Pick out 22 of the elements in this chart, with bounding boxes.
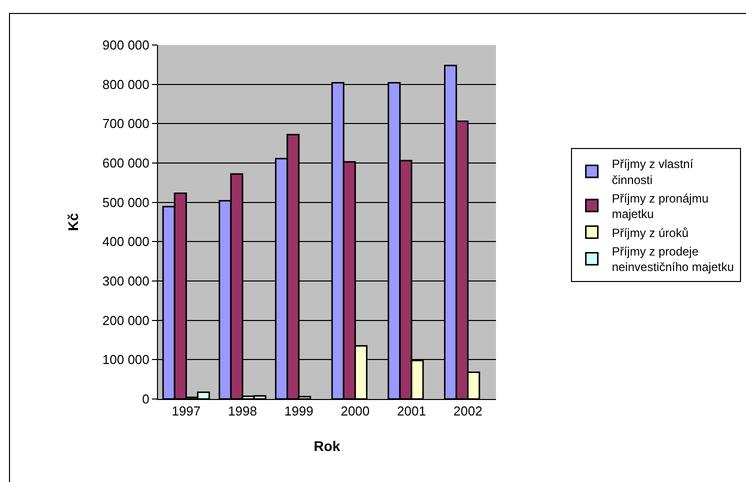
y-tick-label: 600 000 <box>102 156 150 171</box>
x-tick-label: 2001 <box>397 404 426 419</box>
y-tick-label: 200 000 <box>102 312 150 328</box>
x-tick-label: 1997 <box>172 404 201 419</box>
legend-label: Příjmy z úroků <box>612 226 689 240</box>
y-axis-title: Kč <box>65 212 81 231</box>
y-tick-label: 400 000 <box>102 234 150 250</box>
legend-label: Příjmy z prodeje neinvestičního majetku <box>612 244 734 274</box>
y-tick-label: 500 000 <box>102 194 150 210</box>
y-tick-label: 700 000 <box>102 116 150 132</box>
y-tick-label: 0 <box>142 392 150 407</box>
x-tick-label: 2000 <box>340 404 370 419</box>
legend-label: Příjmy z pronájmu majetku <box>612 191 709 222</box>
y-tick-label: 300 000 <box>102 274 150 289</box>
y-tick-label: 800 000 <box>102 76 150 92</box>
x-axis-title: Rok <box>314 438 340 454</box>
x-tick-label: 1999 <box>284 404 314 419</box>
x-tick-label: 1998 <box>228 404 257 419</box>
y-tick-label: 900 000 <box>102 38 150 53</box>
x-tick-label: 2002 <box>453 404 482 419</box>
y-tick-label: 100 000 <box>102 352 150 368</box>
legend-label: Příjmy z vlastní činnosti <box>612 157 694 187</box>
